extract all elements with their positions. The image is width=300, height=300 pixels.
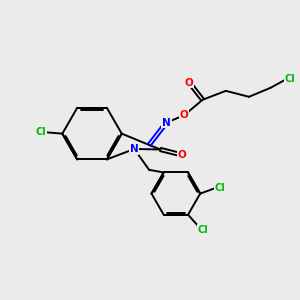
Text: N: N [162,118,171,128]
Text: Cl: Cl [197,224,208,235]
Text: Cl: Cl [215,183,226,193]
Text: O: O [180,110,189,120]
Text: Cl: Cl [285,74,296,84]
Text: N: N [130,144,139,154]
Text: O: O [177,150,186,160]
Text: O: O [185,77,194,88]
Text: Cl: Cl [35,127,46,137]
